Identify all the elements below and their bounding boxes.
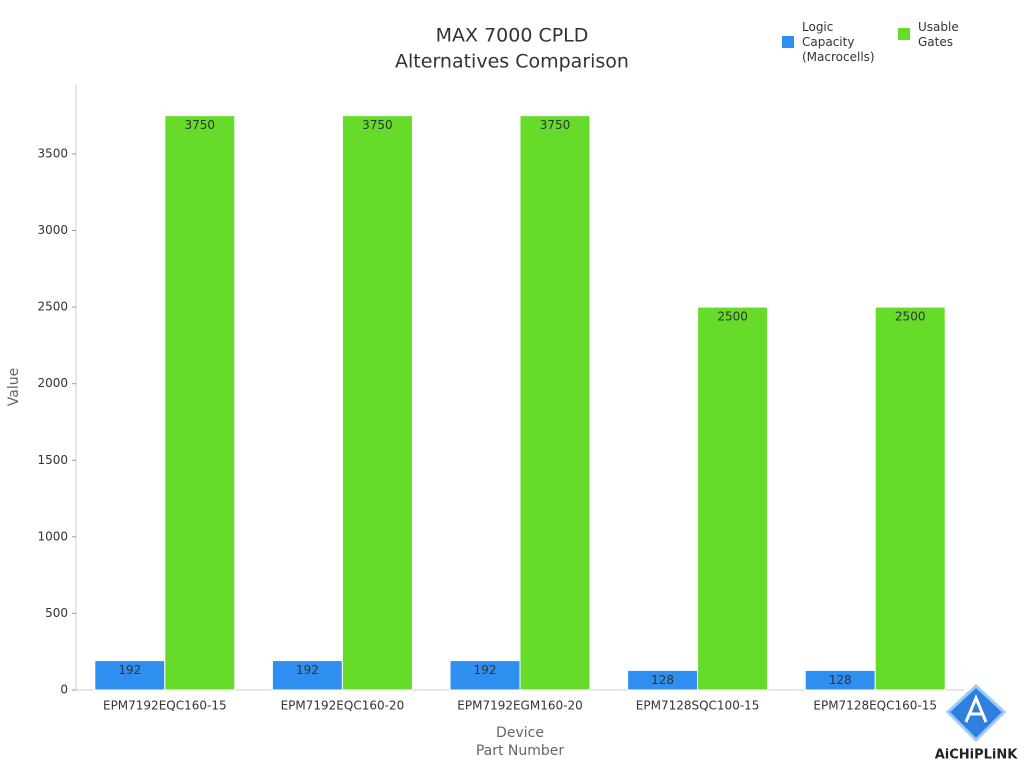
data-label: 128 bbox=[829, 673, 852, 687]
data-label: 192 bbox=[296, 663, 319, 677]
y-tick-label: 0 bbox=[60, 683, 68, 697]
x-tick-label: EPM7192EQC160-20 bbox=[281, 699, 405, 713]
data-label: 2500 bbox=[717, 310, 748, 324]
data-label: 128 bbox=[651, 673, 674, 687]
data-label: 3750 bbox=[540, 118, 571, 132]
data-label: 3750 bbox=[362, 118, 393, 132]
data-label: 3750 bbox=[185, 118, 216, 132]
y-tick-label: 1500 bbox=[37, 453, 68, 467]
chart-title: MAX 7000 CPLD bbox=[436, 25, 589, 47]
bar bbox=[341, 115, 413, 691]
x-tick-label: EPM7192EQC160-15 bbox=[103, 699, 227, 713]
data-label: 192 bbox=[118, 663, 141, 677]
y-tick-label: 2500 bbox=[37, 300, 68, 314]
x-axis-label: Device bbox=[496, 725, 544, 741]
y-tick-label: 3500 bbox=[37, 146, 68, 160]
x-tick-label: EPM7192EGM160-20 bbox=[457, 699, 582, 713]
bar bbox=[519, 115, 591, 691]
bar bbox=[271, 660, 343, 691]
legend-swatch bbox=[782, 36, 794, 48]
y-tick-label: 2000 bbox=[37, 376, 68, 390]
x-tick-label: EPM7128EQC160-15 bbox=[813, 699, 937, 713]
y-tick-label: 3000 bbox=[37, 223, 68, 237]
data-label: 2500 bbox=[895, 310, 926, 324]
x-axis-label: Part Number bbox=[476, 743, 565, 759]
x-tick-label: EPM7128SQC100-15 bbox=[636, 699, 760, 713]
watermark-logo bbox=[945, 683, 1007, 743]
bar bbox=[164, 115, 236, 691]
y-tick-label: 500 bbox=[45, 606, 68, 620]
bar bbox=[874, 306, 946, 691]
chart-title: Alternatives Comparison bbox=[395, 51, 629, 73]
watermark: AiCHiPLiNK bbox=[935, 748, 1019, 763]
data-label: 192 bbox=[474, 663, 497, 677]
bar bbox=[449, 660, 521, 691]
bar bbox=[697, 306, 769, 691]
y-tick-label: 1000 bbox=[37, 529, 68, 543]
legend-swatch bbox=[898, 28, 910, 40]
y-axis-label: Value bbox=[6, 368, 22, 406]
legend-label: Logic Capacity (Macrocells) bbox=[802, 20, 875, 64]
legend-label: Usable Gates bbox=[918, 20, 959, 49]
